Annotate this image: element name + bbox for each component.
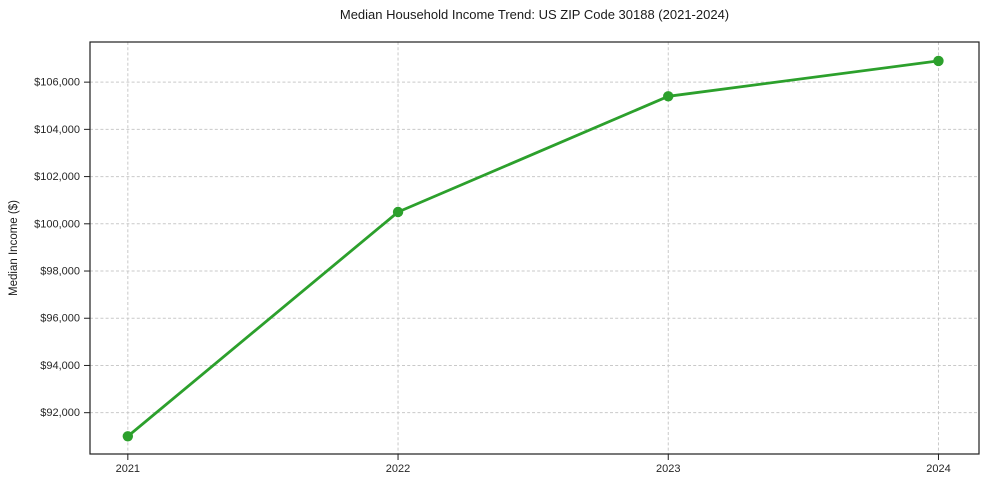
x-tick-label: 2022: [386, 463, 410, 475]
chart-title: Median Household Income Trend: US ZIP Co…: [339, 7, 730, 22]
plot-border: [89, 41, 980, 455]
x-tick-label: 2023: [656, 463, 680, 475]
x-tick-label: 2021: [116, 463, 140, 475]
data-point: [122, 431, 134, 442]
data-point: [392, 206, 404, 218]
trend-line: [126, 59, 940, 438]
y-tick-label: $98,000: [40, 266, 80, 278]
y-tick-label: $102,000: [34, 171, 80, 183]
y-tick-label: $100,000: [34, 218, 80, 230]
y-tick-label: $92,000: [40, 407, 80, 419]
y-tick-label: $106,000: [34, 77, 80, 89]
y-tick-label: $104,000: [34, 124, 80, 136]
plot-area: [90, 42, 979, 454]
y-tick-label: $96,000: [40, 313, 80, 325]
x-tick-label: 2024: [926, 463, 950, 475]
data-point: [663, 91, 674, 102]
data-point: [933, 55, 944, 67]
y-tick-label: $94,000: [40, 360, 80, 372]
